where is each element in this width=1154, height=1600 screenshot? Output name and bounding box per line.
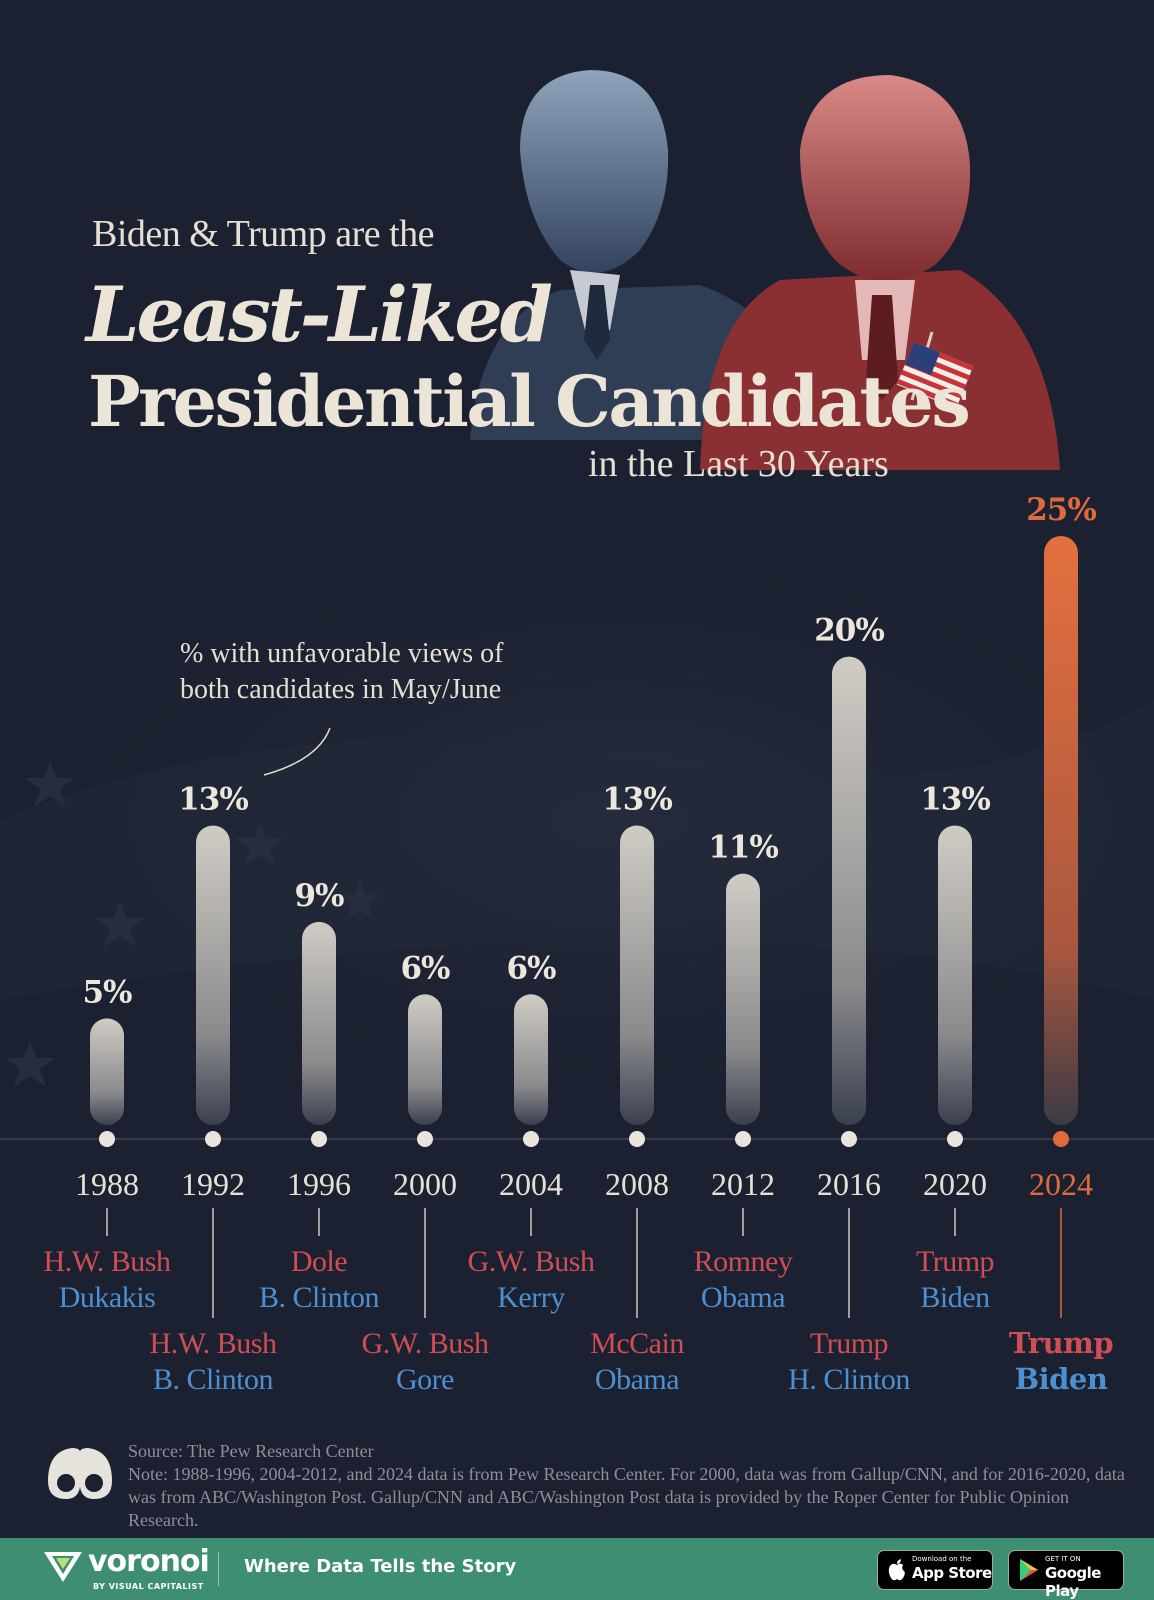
chart-annotation: % with unfavorable views of both candida…	[180, 636, 503, 708]
year-label-1996: 1996	[287, 1166, 351, 1202]
year-label-2020: 2020	[923, 1166, 987, 1202]
bar-2000[interactable]	[408, 994, 442, 1125]
bar-2012[interactable]	[726, 873, 760, 1125]
axis-dot-1992	[205, 1131, 221, 1147]
bar-2024[interactable]	[1044, 536, 1078, 1125]
republican-candidate-2024: Trump	[1009, 1326, 1114, 1360]
bar-2016[interactable]	[832, 656, 866, 1125]
axis-dot-2020	[947, 1131, 963, 1147]
value-label-2008: 13%	[602, 781, 672, 817]
democrat-candidate-2012: Obama	[701, 1281, 785, 1314]
democrat-candidate-1996: B. Clinton	[259, 1281, 380, 1314]
year-label-2012: 2012	[711, 1166, 775, 1202]
year-label-2008: 2008	[605, 1166, 669, 1202]
axis-dot-2000	[417, 1131, 433, 1147]
year-label-1988: 1988	[75, 1166, 139, 1202]
value-label-1992: 13%	[178, 781, 248, 817]
bar-1996[interactable]	[302, 921, 336, 1125]
year-label-2000: 2000	[393, 1166, 457, 1202]
year-label-2024: 2024	[1029, 1166, 1093, 1202]
bar-1992[interactable]	[196, 825, 230, 1125]
voronoi-logo-icon	[44, 1552, 82, 1582]
brand-name[interactable]: voronoi	[88, 1544, 210, 1579]
democrat-candidate-1988: Dukakis	[59, 1281, 156, 1314]
source-note: Source: The Pew Research Center Note: 19…	[128, 1440, 1128, 1532]
axis-dot-2008	[629, 1131, 645, 1147]
google-play-icon	[1020, 1559, 1038, 1581]
republican-candidate-1996: Dole	[291, 1245, 348, 1278]
footer-bar: voronoi BY VISUAL CAPITALIST Where Data …	[0, 1538, 1154, 1600]
axis-dot-2016	[841, 1131, 857, 1147]
year-label-2004: 2004	[499, 1166, 563, 1202]
republican-candidate-2016: Trump	[810, 1327, 888, 1360]
app-store-label: App Store	[912, 1564, 992, 1582]
footer-divider	[218, 1552, 219, 1586]
note-line: Note: 1988-1996, 2004-2012, and 2024 dat…	[128, 1464, 1125, 1530]
value-label-2024: 25%	[1026, 492, 1096, 528]
brand-subtitle: BY VISUAL CAPITALIST	[93, 1582, 204, 1591]
year-label-1992: 1992	[181, 1166, 245, 1202]
title-intro: Biden & Trump are the	[92, 213, 435, 255]
background-stars	[5, 760, 381, 1087]
google-play-caption: GET IT ON	[1045, 1555, 1081, 1563]
axis-dot-2012	[735, 1131, 751, 1147]
tagline: Where Data Tells the Story	[244, 1556, 517, 1577]
value-label-2016: 20%	[814, 613, 884, 649]
axis-dot-1996	[311, 1131, 327, 1147]
republican-candidate-2000: G.W. Bush	[362, 1327, 489, 1360]
trump-portrait	[700, 75, 1060, 470]
axis-dot-2004	[523, 1131, 539, 1147]
republican-candidate-2008: McCain	[590, 1327, 684, 1360]
us-flag-icon	[896, 331, 974, 409]
annotation-line-1: % with unfavorable views of	[180, 638, 504, 669]
google-play-button[interactable]: GET IT ON Google Play	[1008, 1550, 1124, 1600]
democrat-candidate-2016: H. Clinton	[788, 1363, 910, 1396]
app-store-button[interactable]: Download on the App Store	[877, 1550, 993, 1590]
bar-1988[interactable]	[90, 1018, 124, 1125]
bar-2020[interactable]	[938, 825, 972, 1125]
apple-icon	[888, 1559, 905, 1581]
value-label-2012: 11%	[708, 830, 778, 866]
app-store-caption: Download on the	[912, 1555, 972, 1563]
value-label-1996: 9%	[294, 878, 344, 914]
value-label-1988: 5%	[82, 974, 132, 1010]
republican-candidate-2012: Romney	[694, 1245, 793, 1278]
page-title: Presidential Candidates	[88, 360, 971, 443]
democrat-candidate-2004: Kerry	[497, 1281, 565, 1314]
democrat-candidate-2000: Gore	[396, 1363, 454, 1396]
republican-candidate-2020: Trump	[916, 1245, 994, 1278]
value-label-2004: 6%	[506, 950, 556, 986]
value-label-2000: 6%	[400, 950, 450, 986]
bar-2008[interactable]	[620, 825, 654, 1125]
democrat-candidate-2008: Obama	[595, 1363, 679, 1396]
bar-2004[interactable]	[514, 994, 548, 1125]
title-emphasis: Least-Liked	[86, 270, 553, 359]
axis-dot-2024	[1053, 1131, 1069, 1147]
google-play-label: Google Play	[1045, 1564, 1101, 1600]
republican-candidate-1988: H.W. Bush	[44, 1245, 171, 1278]
republican-candidate-2004: G.W. Bush	[468, 1245, 595, 1278]
source-line: Source: The Pew Research Center	[128, 1441, 374, 1461]
year-label-2016: 2016	[817, 1166, 881, 1202]
democrat-candidate-1992: B. Clinton	[153, 1363, 274, 1396]
republican-candidate-1992: H.W. Bush	[150, 1327, 277, 1360]
value-label-2020: 13%	[920, 781, 990, 817]
democrat-candidate-2020: Biden	[920, 1281, 990, 1314]
annotation-line-2: both candidates in May/June	[180, 674, 502, 705]
axis-dot-1988	[99, 1131, 115, 1147]
democrat-candidate-2024: Biden	[1015, 1362, 1108, 1396]
title-subtitle: in the Last 30 Years	[588, 443, 889, 485]
